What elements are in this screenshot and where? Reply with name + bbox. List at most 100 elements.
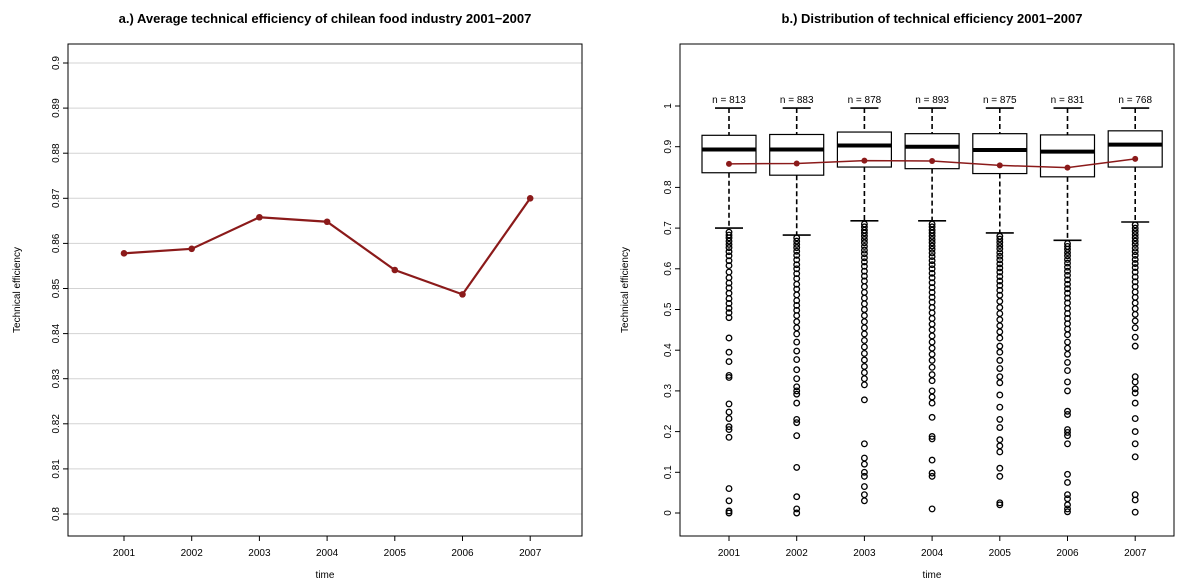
box-outlier: [725, 279, 733, 287]
box-outlier: [860, 381, 868, 389]
box-outlier: [928, 377, 936, 385]
box-outlier: [793, 256, 801, 264]
box-outlier: [996, 245, 1004, 253]
box-outlier: [725, 257, 733, 265]
box-outlier: [1131, 453, 1139, 461]
box-outlier: [793, 251, 801, 259]
box-outlier: [1131, 260, 1139, 267]
box-outlier: [1064, 378, 1071, 386]
box-outlier: [996, 342, 1004, 350]
panel-a-y-tick-label: 0.89: [51, 98, 62, 118]
box-outlier: [860, 369, 868, 377]
box-outlier: [793, 399, 801, 407]
box-outlier: [928, 338, 936, 346]
box-outlier: [725, 485, 733, 493]
panel-b-y-tick-label: 0.7: [663, 221, 674, 235]
box-outlier: [928, 229, 936, 237]
panel-a-series-line: [123, 197, 532, 296]
panel-b-y-tick-label: 0.5: [663, 302, 674, 316]
box-outlier: [860, 258, 868, 266]
box-outlier: [996, 238, 1004, 246]
box-outlier: [860, 468, 868, 476]
panel-b-y-label: Technical efficiency: [620, 247, 631, 333]
box-outlier: [860, 232, 868, 240]
box-outlier: [725, 240, 733, 248]
box-outlier: [1064, 331, 1071, 339]
box-outlier: [1131, 224, 1139, 232]
box-outlier: [793, 419, 801, 427]
box-outlier: [725, 371, 733, 379]
box-outlier: [928, 332, 936, 340]
box-outlier: [1064, 245, 1071, 253]
box-outlier: [860, 239, 868, 247]
box-outlier: [1131, 237, 1139, 245]
box-outlier: [928, 242, 936, 250]
box-outlier: [793, 415, 801, 423]
box-outlier: [860, 324, 868, 332]
box-outlier: [996, 472, 1004, 480]
box-outlier: [928, 433, 936, 440]
box-outlier: [725, 374, 733, 381]
box-outlier: [1131, 299, 1139, 307]
box-outlier: [928, 387, 936, 395]
box-outlier: [1064, 338, 1071, 346]
box-outlier: [793, 270, 801, 278]
box-outlier: [725, 304, 733, 312]
panel-b-y-tick-label: 0.1: [663, 465, 674, 479]
panel-b-y-tick-label: 0.3: [663, 384, 674, 398]
box-outlier: [928, 350, 936, 358]
box-outlier: [860, 454, 868, 462]
panel-a-series: [120, 195, 534, 298]
box-outlier: [725, 248, 733, 256]
box-outlier: [860, 236, 868, 243]
box-iqr: [769, 133, 825, 176]
box-outlier: [725, 507, 733, 515]
panel-b: b.) Distribution of technical efficiency…: [620, 11, 1175, 581]
box-outlier: [1064, 271, 1071, 279]
box-outlier: [996, 282, 1004, 289]
panel-a-x-tick-label: 2001: [113, 548, 136, 559]
box-outlier: [1064, 255, 1071, 263]
box-outlier: [793, 234, 801, 242]
panel-a-data-point: [391, 266, 399, 274]
box-outlier: [996, 436, 1004, 444]
box-outlier: [1064, 263, 1071, 271]
box-outlier: [996, 464, 1004, 472]
panel-a-x-label: time: [316, 570, 335, 581]
panel-a-x-tick-label: 2006: [451, 548, 474, 559]
box-outlier: [1131, 508, 1139, 516]
box-outlier: [725, 334, 733, 342]
box-outlier: [1131, 221, 1139, 229]
panel-a-x-tick-label: 2003: [248, 548, 271, 559]
box-outlier: [793, 432, 801, 440]
box-outlier: [725, 262, 733, 269]
box-outlier: [1131, 227, 1139, 235]
box-outlier: [793, 463, 801, 471]
box-outlier: [1131, 231, 1139, 239]
box-outlier: [928, 236, 936, 243]
box-outlier: [928, 279, 936, 287]
box-outlier: [928, 315, 936, 322]
box-outlier: [996, 277, 1004, 285]
box-outlier: [996, 365, 1004, 372]
box-outlier: [996, 448, 1004, 456]
box-outlier: [1131, 255, 1139, 263]
box-outlier: [860, 491, 868, 499]
box-outlier: [793, 493, 801, 501]
mean-point: [1064, 164, 1071, 171]
box-outlier: [1131, 496, 1139, 504]
box-outlier: [928, 505, 936, 513]
panel-a-y-tick-label: 0.86: [51, 233, 62, 253]
mean-point: [861, 157, 868, 164]
box-outlier: [793, 280, 801, 288]
box-outlier: [860, 246, 868, 254]
box-outlier: [725, 348, 733, 356]
box-outlier: [725, 234, 733, 242]
box-outlier: [996, 242, 1004, 250]
panel-a-data-point: [120, 250, 128, 257]
box-outlier: [928, 371, 936, 379]
box-outlier: [860, 343, 868, 351]
box-outlier: [928, 288, 936, 296]
box-n-label: n = 893: [915, 95, 949, 106]
